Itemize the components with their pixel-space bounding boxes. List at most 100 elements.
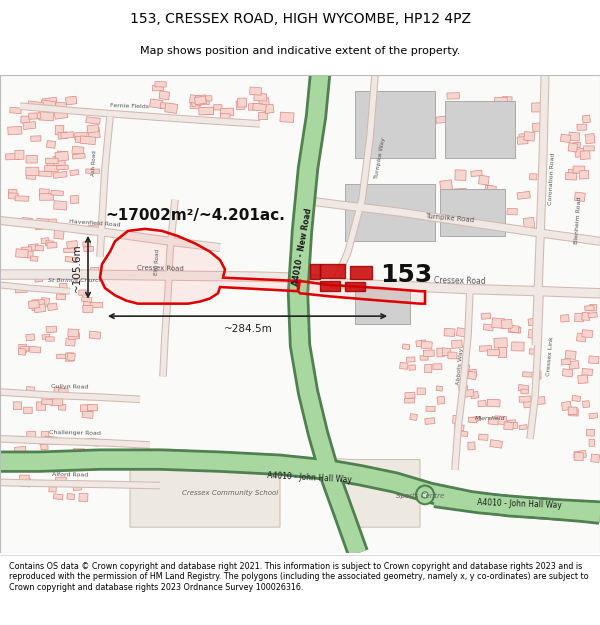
Bar: [39, 112, 54, 121]
Bar: [46, 337, 54, 341]
Bar: [409, 365, 416, 370]
Bar: [65, 256, 77, 263]
Bar: [447, 92, 460, 99]
Bar: [416, 340, 426, 347]
Bar: [406, 357, 415, 362]
Bar: [572, 396, 580, 401]
Bar: [83, 242, 91, 246]
Bar: [259, 98, 269, 108]
Bar: [517, 136, 528, 144]
Bar: [26, 334, 35, 341]
Bar: [521, 389, 529, 394]
Bar: [86, 117, 100, 124]
Bar: [589, 356, 599, 364]
Bar: [68, 332, 80, 340]
Bar: [507, 420, 516, 428]
Bar: [472, 132, 480, 142]
Bar: [580, 151, 590, 159]
Bar: [565, 351, 576, 359]
Bar: [523, 399, 537, 408]
Bar: [68, 329, 79, 337]
Bar: [190, 99, 200, 109]
Bar: [494, 338, 508, 348]
Bar: [577, 124, 587, 131]
Bar: [26, 431, 36, 438]
Bar: [74, 132, 87, 139]
Bar: [8, 126, 22, 135]
Bar: [199, 107, 214, 115]
Bar: [589, 413, 598, 419]
Bar: [573, 166, 585, 173]
Bar: [460, 196, 468, 202]
Bar: [464, 133, 473, 143]
Bar: [578, 375, 588, 384]
Bar: [528, 318, 536, 326]
Bar: [155, 82, 166, 87]
Bar: [39, 189, 49, 196]
Bar: [51, 190, 64, 196]
Text: 153, CRESSEX ROAD, HIGH WYCOMBE, HP12 4PZ: 153, CRESSEX ROAD, HIGH WYCOMBE, HP12 4P…: [130, 12, 470, 26]
Bar: [403, 344, 410, 349]
Bar: [451, 200, 461, 208]
Bar: [73, 153, 85, 159]
Circle shape: [422, 492, 428, 498]
Bar: [519, 133, 532, 142]
Bar: [37, 219, 49, 226]
Bar: [454, 108, 461, 116]
Bar: [471, 170, 482, 177]
Bar: [88, 404, 98, 411]
Bar: [433, 364, 442, 369]
Bar: [236, 101, 245, 109]
Bar: [577, 333, 586, 342]
Bar: [67, 274, 76, 279]
Bar: [569, 361, 579, 369]
Bar: [483, 324, 494, 331]
Bar: [437, 348, 445, 357]
Bar: [508, 326, 521, 333]
Bar: [46, 241, 54, 246]
Bar: [442, 348, 451, 356]
Bar: [578, 451, 586, 458]
Bar: [26, 173, 36, 179]
Bar: [523, 217, 535, 229]
Bar: [57, 151, 67, 156]
Bar: [15, 150, 24, 159]
Bar: [459, 138, 473, 148]
Bar: [499, 348, 506, 358]
Bar: [479, 434, 488, 441]
Bar: [574, 192, 585, 201]
Bar: [43, 98, 57, 106]
Bar: [35, 224, 44, 230]
Bar: [425, 364, 432, 372]
Bar: [82, 297, 92, 302]
Text: Coronation Road: Coronation Road: [548, 152, 556, 205]
Text: A4010 - New Road: A4010 - New Road: [291, 207, 313, 286]
Bar: [46, 326, 57, 332]
Bar: [19, 349, 26, 355]
Polygon shape: [345, 282, 365, 291]
Bar: [8, 189, 17, 197]
Bar: [532, 123, 541, 132]
Bar: [562, 369, 573, 377]
Bar: [54, 230, 64, 239]
Bar: [56, 477, 66, 483]
Bar: [478, 175, 489, 185]
Bar: [86, 439, 97, 444]
Text: Cressex Link: Cressex Link: [546, 336, 554, 376]
Bar: [560, 134, 571, 142]
Bar: [90, 302, 103, 308]
Bar: [493, 121, 501, 130]
Bar: [496, 119, 505, 129]
Bar: [452, 416, 459, 424]
Bar: [448, 352, 457, 359]
Bar: [582, 369, 593, 376]
Bar: [89, 331, 101, 339]
Bar: [454, 189, 467, 195]
Bar: [54, 387, 61, 394]
Bar: [485, 137, 497, 144]
Bar: [585, 134, 595, 144]
Bar: [72, 146, 84, 154]
Bar: [46, 158, 58, 163]
Bar: [75, 136, 86, 142]
Bar: [41, 431, 49, 439]
